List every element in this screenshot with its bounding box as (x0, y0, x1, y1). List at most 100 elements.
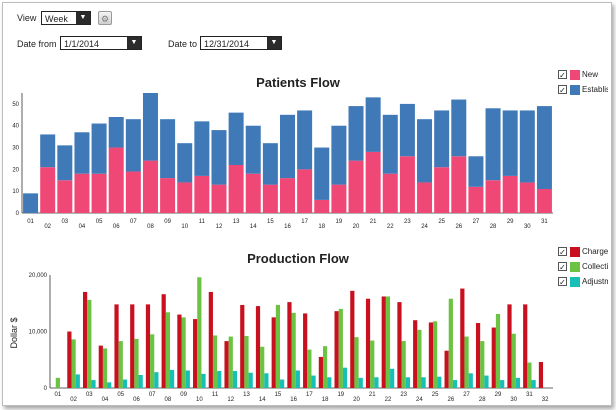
settings-button[interactable]: ⚙ (98, 11, 112, 25)
bar-adjustments (374, 377, 379, 388)
x-tick-label: 09 (180, 392, 187, 398)
x-tick-label: 03 (86, 392, 93, 398)
bar-adjustments (515, 377, 521, 388)
x-tick-label: 14 (250, 224, 257, 230)
x-tick-label: 10 (196, 397, 203, 403)
bar-new (194, 175, 210, 213)
x-tick-label: 19 (336, 219, 343, 225)
bar-collections (354, 337, 359, 388)
legend-checkbox-new[interactable]: ✓ (558, 70, 567, 80)
bar-collections (338, 308, 343, 388)
bar-new (297, 169, 313, 213)
bar-established (228, 112, 244, 165)
x-tick-label: 22 (385, 397, 392, 403)
date-to-label: Date to (168, 39, 198, 49)
bar-collections (385, 296, 391, 388)
x-tick-label: 21 (370, 219, 377, 225)
bar-charges (350, 290, 355, 388)
x-tick-label: 07 (130, 219, 137, 225)
bar-established (434, 110, 450, 168)
bar-established (160, 119, 176, 179)
bar-new (502, 175, 518, 213)
bar-charges (130, 304, 135, 388)
bar-adjustments (342, 367, 348, 388)
x-tick-label: 13 (233, 219, 240, 225)
bar-adjustments (75, 374, 80, 388)
gear-icon: ⚙ (100, 14, 110, 24)
legend-label-adjustments: Adjustments (582, 277, 608, 286)
x-tick-label: 12 (227, 397, 234, 403)
bar-adjustments (185, 370, 190, 388)
bar-collections (307, 349, 312, 388)
view-select[interactable]: Week ▼ (41, 11, 91, 25)
bar-established (297, 110, 313, 170)
bar-collections (401, 341, 406, 388)
legend-checkbox-charges[interactable]: ✓ (558, 247, 567, 257)
chevron-down-icon[interactable]: ▼ (127, 37, 141, 49)
x-tick-label: 23 (400, 392, 407, 398)
x-tick-label: 24 (416, 397, 423, 403)
x-tick-label: 15 (275, 392, 282, 398)
legend-checkbox-established[interactable]: ✓ (558, 85, 567, 95)
bar-established (382, 114, 398, 174)
bar-new (160, 178, 176, 213)
x-tick-label: 20 (353, 224, 360, 230)
bar-collections (370, 340, 375, 388)
x-tick-label: 14 (259, 397, 266, 403)
bar-new (434, 167, 450, 213)
bar-new (331, 184, 347, 213)
x-tick-label: 16 (290, 397, 297, 403)
bar-adjustments (421, 377, 426, 388)
bar-collections (87, 299, 92, 388)
legend-label-charges: Charges (582, 247, 608, 256)
bar-collections (165, 312, 170, 388)
legend-checkbox-collections[interactable]: ✓ (558, 262, 567, 272)
bar-adjustments (484, 375, 489, 388)
x-tick-label: 06 (113, 224, 120, 230)
x-tick-label: 08 (165, 397, 172, 403)
x-tick-label: 11 (199, 219, 206, 225)
y-tick-label: 20 (12, 167, 19, 173)
bar-new (536, 189, 552, 213)
bar-charges (397, 302, 402, 388)
bar-new (177, 182, 193, 213)
y-tick-label: 40 (12, 124, 19, 130)
x-tick-label: 02 (44, 224, 51, 230)
bar-collections (417, 329, 422, 388)
bar-established (40, 134, 56, 168)
bar-adjustments (468, 373, 473, 388)
bar-collections (244, 336, 249, 388)
bar-collections (448, 298, 453, 388)
chevron-down-icon[interactable]: ▼ (76, 12, 90, 24)
legend-swatch-collections (570, 262, 580, 272)
bar-established (331, 125, 347, 185)
bar-new (348, 160, 364, 213)
x-tick-label: 29 (507, 219, 514, 225)
x-tick-label: 02 (70, 397, 77, 403)
chevron-down-icon[interactable]: ▼ (267, 37, 281, 49)
bar-adjustments (154, 372, 159, 388)
bar-established (194, 121, 210, 176)
bar-collections (322, 346, 328, 388)
legend-label-collections: Collections (582, 262, 608, 271)
date-to-value: 12/31/2014 (204, 39, 250, 49)
y-tick-label: 50 (12, 102, 19, 108)
date-to-picker[interactable]: 12/31/2014 ▼ (200, 36, 282, 50)
bar-charges (475, 323, 481, 388)
bar-charges (67, 331, 72, 388)
bar-charges (303, 313, 308, 388)
date-from-picker[interactable]: 1/1/2014 ▼ (60, 36, 142, 50)
bar-adjustments (500, 380, 505, 388)
bar-new (57, 180, 73, 213)
chart-title: Patients Flow (256, 75, 341, 90)
bar-adjustments (358, 377, 363, 388)
bar-new (125, 171, 141, 213)
bar-new (228, 165, 244, 213)
bar-charges (428, 322, 434, 388)
bar-adjustments (264, 373, 269, 388)
bar-new (485, 180, 501, 213)
x-tick-label: 26 (447, 397, 454, 403)
legend-checkbox-adjustments[interactable]: ✓ (558, 277, 567, 287)
bar-charges (240, 304, 245, 388)
bar-established (23, 193, 39, 213)
